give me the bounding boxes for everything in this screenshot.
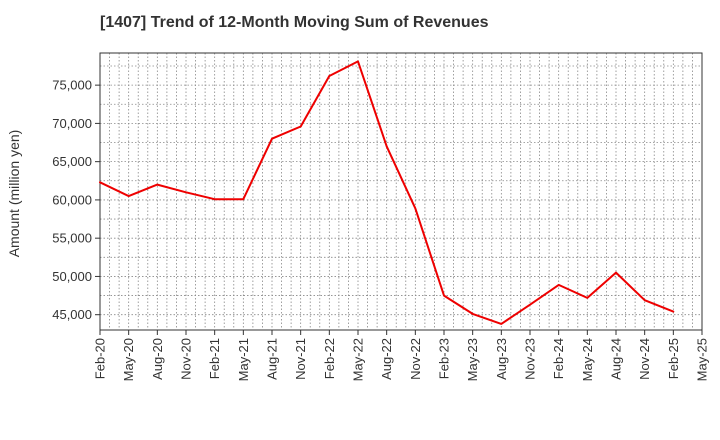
y-tick-label: 65,000 (52, 154, 92, 169)
series-layer (99, 60, 675, 325)
y-axis-label: Amount (million yen) (6, 130, 22, 258)
x-tick-label: Aug-20 (150, 338, 165, 380)
x-tick-label: May-25 (695, 338, 710, 381)
x-tick-label: Nov-22 (408, 338, 423, 380)
x-tick-label: Nov-20 (179, 338, 194, 380)
y-tick-label: 70,000 (52, 116, 92, 131)
y-tick-label: 75,000 (52, 78, 92, 93)
x-tick-label: Aug-21 (265, 338, 280, 380)
series-line (99, 60, 675, 325)
plot-frame (99, 52, 703, 331)
x-tick-label: Feb-20 (93, 338, 108, 379)
x-tick-label: May-20 (121, 338, 136, 381)
chart-title: [1407] Trend of 12-Month Moving Sum of R… (100, 14, 489, 31)
x-tick-label: Nov-24 (637, 338, 652, 380)
horizontal-gridlines (100, 65, 702, 316)
y-tick-label: 50,000 (52, 269, 92, 284)
x-tick-label: Aug-24 (609, 338, 624, 380)
y-tick-label: 45,000 (52, 307, 92, 322)
x-axis-ticks: Feb-20 May-20 Aug-20 Nov-20 Feb-21 May-21 Aug-… (93, 330, 710, 381)
y-tick-label: 60,000 (52, 192, 92, 207)
x-tick-label: Aug-23 (494, 338, 509, 380)
vertical-gridlines (109, 53, 693, 330)
x-tick-label: Nov-21 (293, 338, 308, 380)
x-tick-label: Feb-23 (437, 338, 452, 379)
x-tick-label: Feb-22 (322, 338, 337, 379)
x-tick-label: May-22 (351, 338, 366, 381)
x-tick-label: Feb-21 (207, 338, 222, 379)
x-tick-label: May-23 (465, 338, 480, 381)
x-tick-label: Feb-25 (666, 338, 681, 379)
x-tick-label: Feb-24 (551, 338, 566, 379)
y-tick-label: 55,000 (52, 231, 92, 246)
x-tick-label: May-24 (580, 338, 595, 381)
y-axis-ticks: 45,000 50,000 55,000 60,000 65,000 70,000 75,0… (52, 78, 100, 322)
x-tick-label: Nov-23 (523, 338, 538, 380)
x-tick-label: Aug-22 (379, 338, 394, 380)
x-tick-label: May-21 (236, 338, 251, 381)
